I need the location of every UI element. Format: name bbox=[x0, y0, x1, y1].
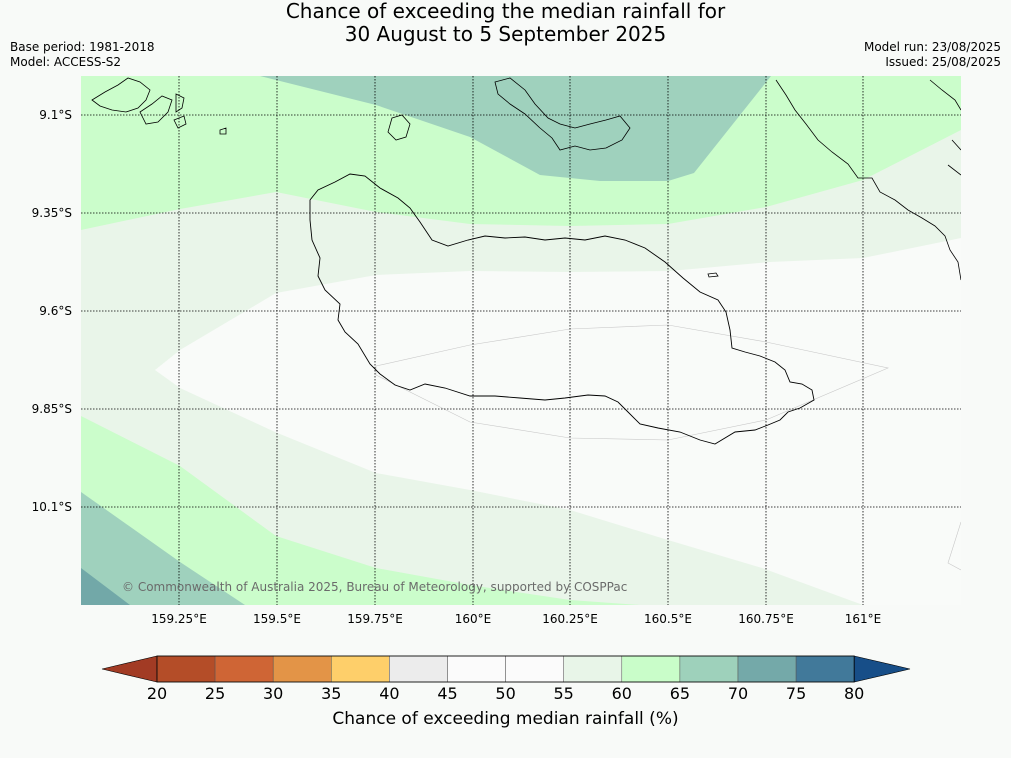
map-title: Chance of exceeding the median rainfall … bbox=[0, 0, 1011, 46]
small-island bbox=[707, 272, 719, 278]
colorbar-segment bbox=[563, 655, 623, 683]
colorbar-tick-label: 30 bbox=[263, 684, 284, 703]
lon-tick: 159.25°E bbox=[151, 612, 207, 626]
colorbar-tick-label: 80 bbox=[844, 684, 865, 703]
colorbar-segment bbox=[331, 655, 390, 683]
lat-tick: 9.35°S bbox=[31, 206, 72, 220]
model-name: Model: ACCESS-S2 bbox=[10, 55, 122, 69]
lat-tick: 10.1°S bbox=[31, 500, 72, 514]
top-right-coast bbox=[775, 79, 961, 281]
colorbar-tick-label: 35 bbox=[321, 684, 342, 703]
colorbar-segment bbox=[505, 655, 564, 683]
lon-tick: 160°E bbox=[454, 612, 492, 626]
map-area bbox=[81, 76, 961, 605]
far-right-coast bbox=[929, 79, 961, 176]
lat-tick: 9.85°S bbox=[31, 402, 72, 416]
model-run: Model run: 23/08/2025 bbox=[863, 40, 1001, 54]
copyright-notice: © Commonwealth of Australia 2025, Bureau… bbox=[122, 580, 628, 594]
lon-tick: 159.5°E bbox=[253, 612, 301, 626]
colorbar-tick-label: 70 bbox=[727, 684, 749, 703]
top-left-islands bbox=[91, 77, 227, 135]
colorbar-tick-label: 50 bbox=[495, 684, 516, 703]
lon-tick: 160.5°E bbox=[644, 612, 692, 626]
meta-right: Model run: 23/08/2025 Issued: 25/08/2025 bbox=[864, 40, 1001, 70]
base-period: Base period: 1981-2018 bbox=[10, 40, 155, 54]
colorbar-tick-label: 65 bbox=[669, 684, 691, 703]
colorbar bbox=[101, 655, 911, 683]
lat-tick: 9.1°S bbox=[39, 108, 72, 122]
colorbar-segment bbox=[447, 655, 506, 683]
colorbar-segment bbox=[156, 655, 216, 683]
colorbar-tick-label: 40 bbox=[379, 684, 400, 703]
band-65-70-top bbox=[260, 76, 771, 181]
band-70-75-bottom bbox=[81, 568, 130, 605]
island-coastline bbox=[309, 173, 815, 445]
colorbar-segment bbox=[795, 655, 855, 683]
lon-tick: 159.75°E bbox=[347, 612, 403, 626]
colorbar-title: Chance of exceeding median rainfall (%) bbox=[332, 709, 679, 729]
colorbar-segment bbox=[272, 655, 332, 683]
colorbar-tick-label: 20 bbox=[146, 684, 168, 703]
contour-50 bbox=[375, 324, 889, 441]
band-60-65-bottom bbox=[81, 416, 640, 605]
top-middle-islands bbox=[494, 77, 631, 151]
colorbar-outline bbox=[156, 655, 855, 683]
colorbar-segment bbox=[679, 655, 739, 683]
title-line-1: Chance of exceeding the median rainfall … bbox=[285, 0, 726, 23]
lon-tick: 160.25°E bbox=[542, 612, 598, 626]
colorbar-segment bbox=[737, 655, 797, 683]
colorbar-tick-label: 75 bbox=[785, 684, 807, 703]
gridlines bbox=[81, 76, 961, 605]
colorbar-extend-low bbox=[101, 655, 158, 683]
title-line-2: 30 August to 5 September 2025 bbox=[344, 22, 667, 46]
meta-left: Base period: 1981-2018 Model: ACCESS-S2 bbox=[10, 40, 155, 70]
colorbar-tick-label: 25 bbox=[204, 684, 226, 703]
colorbar-segment bbox=[389, 655, 448, 683]
colorbar-extend-high bbox=[853, 655, 911, 683]
issued-date: Issued: 25/08/2025 bbox=[885, 55, 1001, 69]
lon-tick: 161°E bbox=[844, 612, 882, 626]
colorbar-segment bbox=[621, 655, 681, 683]
colorbar-tick-label: 60 bbox=[611, 684, 632, 703]
colorbar-tick-label: 55 bbox=[553, 684, 574, 703]
band-65-70-bottom bbox=[81, 492, 245, 605]
contour-right bbox=[947, 521, 961, 571]
colorbar-tick-label: 45 bbox=[437, 684, 458, 703]
lon-tick: 160.75°E bbox=[738, 612, 794, 626]
lat-tick: 9.6°S bbox=[39, 304, 72, 318]
colorbar-segment bbox=[214, 655, 274, 683]
